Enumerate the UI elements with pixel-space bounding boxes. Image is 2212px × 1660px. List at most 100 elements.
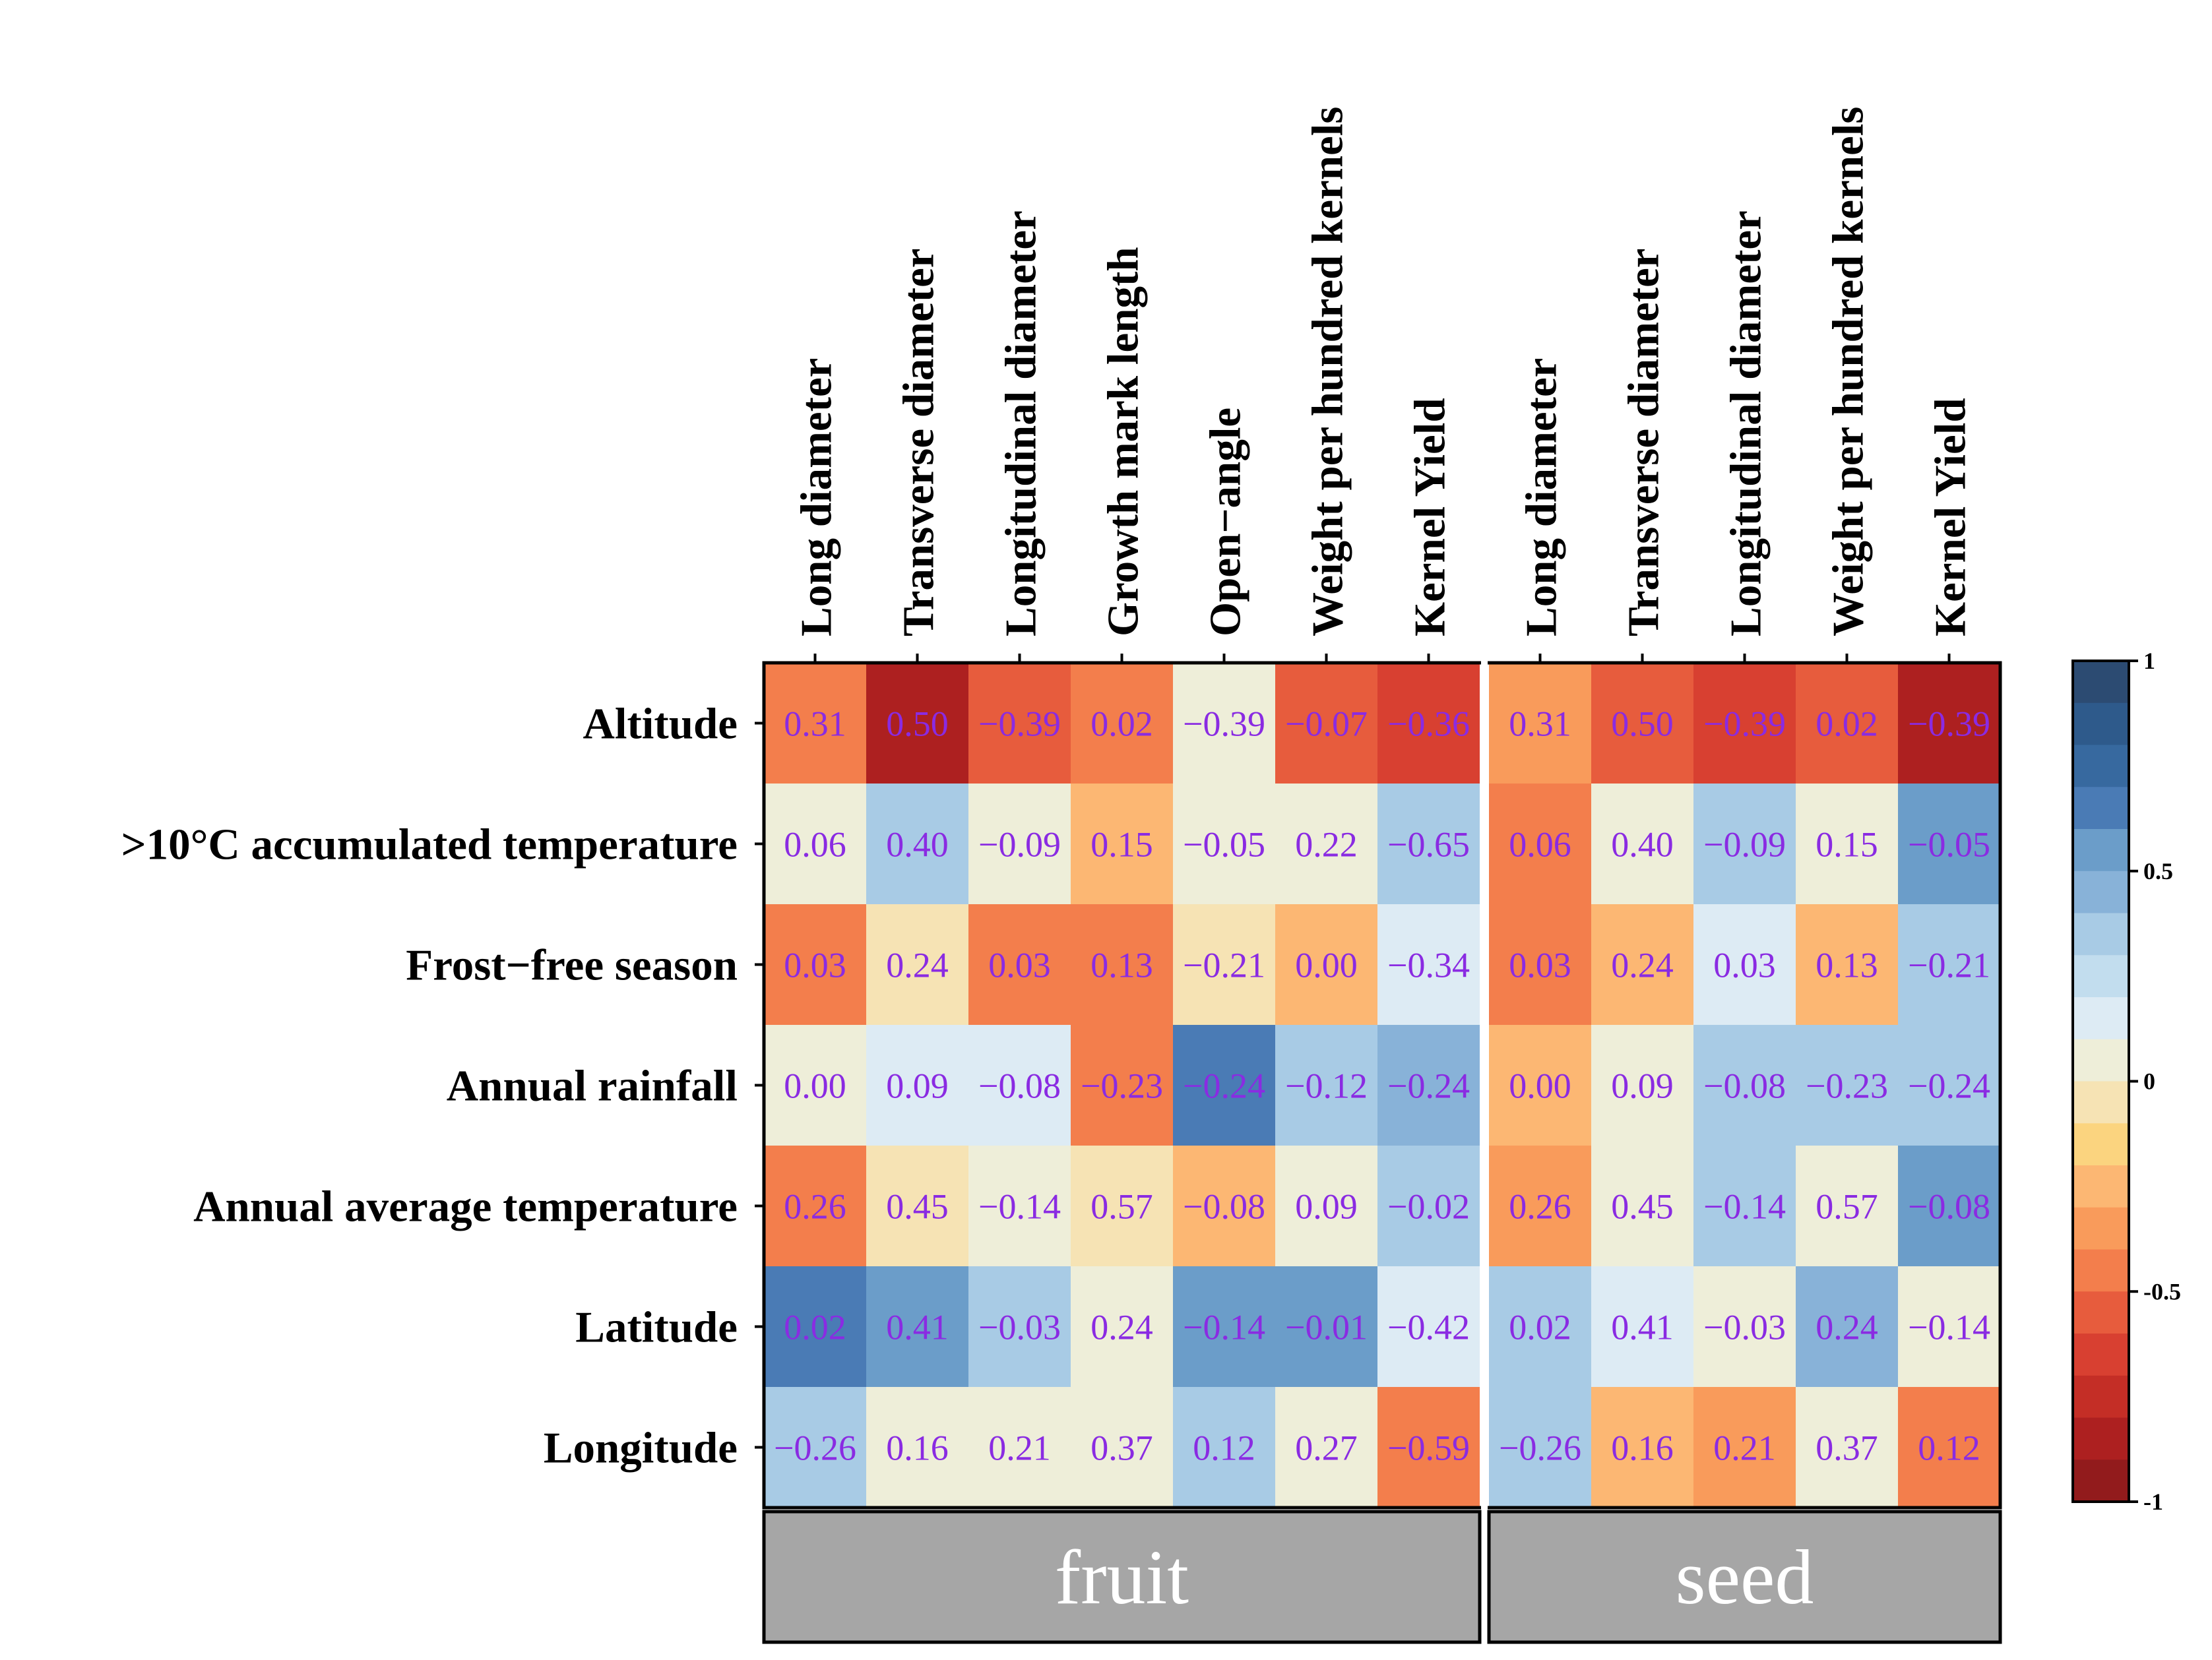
cell-value-label: 0.06	[1509, 825, 1571, 865]
cell-value-label: −0.08	[1703, 1066, 1786, 1106]
cell-value-label: −0.39	[1908, 704, 1990, 744]
heatmap-cell	[1489, 1146, 1591, 1266]
heatmap-cell	[1591, 1146, 1693, 1266]
colorbar-segment	[2073, 997, 2129, 1040]
column-labels: Long diameter Transverse diameter Longitud…	[792, 106, 1975, 636]
heatmap-cell	[1173, 784, 1275, 904]
cell-value-label: 0.02	[784, 1308, 846, 1347]
colorbar-tick-label: -1	[2143, 1489, 2163, 1515]
cell-value-label: 0.40	[886, 825, 949, 865]
cell-value-label: 0.40	[1611, 825, 1674, 865]
cell-value-label: 0.41	[886, 1308, 949, 1347]
cell-value-label: 0.02	[1509, 1308, 1571, 1347]
heatmap-cell	[866, 663, 968, 784]
heatmap-cell	[1489, 1266, 1591, 1387]
heatmap-cell	[1898, 663, 2000, 784]
cell-value-label: 0.02	[1816, 704, 1878, 744]
cell-value-label: 0.31	[1509, 704, 1571, 744]
colorbar-segment	[2073, 1334, 2129, 1376]
heatmap-cell	[1275, 1266, 1377, 1387]
cell-value-label: −0.08	[1908, 1187, 1990, 1227]
cell-value-label: −0.42	[1387, 1308, 1470, 1347]
cell-value-label: 0.57	[1816, 1187, 1878, 1227]
heatmap-cell	[1796, 1025, 1898, 1146]
heatmap-cell	[1377, 663, 1480, 784]
colorbar-segment	[2073, 829, 2129, 872]
colorbar-segment	[2073, 702, 2129, 746]
cell-value-label: 0.06	[784, 825, 846, 865]
heatmap-cell	[968, 663, 1071, 784]
heatmap-cell	[1591, 784, 1693, 904]
cell-value-label: 0.50	[1611, 704, 1674, 744]
cell-value-label: 0.12	[1193, 1429, 1255, 1468]
fruit-group-label: fruit	[1055, 1534, 1189, 1620]
heatmap-cell	[968, 784, 1071, 904]
heatmap-cell	[1898, 904, 2000, 1025]
heatmap-cell	[1591, 663, 1693, 784]
cell-value-label: −0.24	[1387, 1066, 1470, 1106]
row-label: Frost−free season	[406, 941, 738, 990]
heatmap-cell	[968, 1146, 1071, 1266]
cell-value-label: 0.00	[784, 1066, 846, 1106]
heatmap-cell	[1071, 1266, 1173, 1387]
heatmap-cell	[764, 784, 866, 904]
cell-value-label: 0.24	[1090, 1308, 1153, 1347]
heatmap-cell	[1071, 904, 1173, 1025]
heatmap-cell	[1693, 663, 1796, 784]
colorbar-segment	[2073, 1165, 2129, 1208]
heatmap-cell	[1693, 904, 1796, 1025]
cell-value-label: 0.02	[1090, 704, 1153, 744]
heatmap-cell	[1796, 663, 1898, 784]
cell-value-label: −0.59	[1387, 1429, 1470, 1468]
row-label: Annual average temperature	[193, 1183, 738, 1231]
cell-value-label: 0.09	[1295, 1187, 1358, 1227]
colorbar-segment	[2073, 1417, 2129, 1460]
cell-value-label: 0.09	[886, 1066, 949, 1106]
heatmap-cell	[764, 1387, 866, 1508]
cell-value-label: 0.41	[1611, 1308, 1674, 1347]
column-label: Longitudinal diameter	[1722, 210, 1771, 636]
column-label: Long diameter	[1517, 358, 1566, 636]
cell-value-label: 0.03	[784, 946, 846, 985]
heatmap-cell	[1071, 784, 1173, 904]
cell-value-label: 0.12	[1918, 1429, 1980, 1468]
cell-value-label: 0.37	[1090, 1429, 1153, 1468]
heatmap-cell	[1796, 904, 1898, 1025]
cell-value-label: 0.13	[1816, 946, 1878, 985]
heatmap-cell	[764, 663, 866, 784]
heatmap-cell	[1377, 1266, 1480, 1387]
cell-value-label: 0.00	[1509, 1066, 1571, 1106]
column-label: Open−angle	[1201, 408, 1250, 636]
cell-value-label: 0.57	[1090, 1187, 1153, 1227]
heatmap-cell	[764, 1146, 866, 1266]
cell-value-label: −0.01	[1285, 1308, 1368, 1347]
column-label: Weight per hundred kernels	[1304, 106, 1352, 636]
cell-value-label: 0.50	[886, 704, 949, 744]
heatmap-cell	[1591, 1025, 1693, 1146]
cell-value-label: 0.09	[1611, 1066, 1674, 1106]
heatmap-cells	[764, 663, 2000, 1508]
cell-value-label: 0.24	[1816, 1308, 1878, 1347]
colorbar-tick-label: 0.5	[2143, 858, 2173, 884]
cell-value-label: −0.39	[978, 704, 1061, 744]
heatmap-cell	[1591, 904, 1693, 1025]
cell-value-label: −0.09	[978, 825, 1061, 865]
heatmap-cell	[1898, 1387, 2000, 1508]
heatmap-cell	[1173, 663, 1275, 784]
heatmap-cell	[1489, 904, 1591, 1025]
cell-value-label: 0.03	[988, 946, 1051, 985]
colorbar-segment	[2073, 1249, 2129, 1292]
colorbar-segment	[2073, 661, 2129, 704]
colorbar-tick-label: 0	[2143, 1068, 2155, 1095]
heatmap-cell	[1898, 1146, 2000, 1266]
colorbar-segment	[2073, 787, 2129, 830]
colorbar-segment	[2073, 1291, 2129, 1334]
heatmap-cell	[764, 1266, 866, 1387]
cell-value-label: 0.22	[1295, 825, 1358, 865]
group-bars: fruit seed	[762, 1510, 2002, 1644]
heatmap-cell	[1898, 784, 2000, 904]
column-label: Kernel Yield	[1406, 398, 1455, 636]
cell-value-label: −0.26	[774, 1429, 856, 1468]
fruit-group-bar	[762, 1510, 1482, 1644]
